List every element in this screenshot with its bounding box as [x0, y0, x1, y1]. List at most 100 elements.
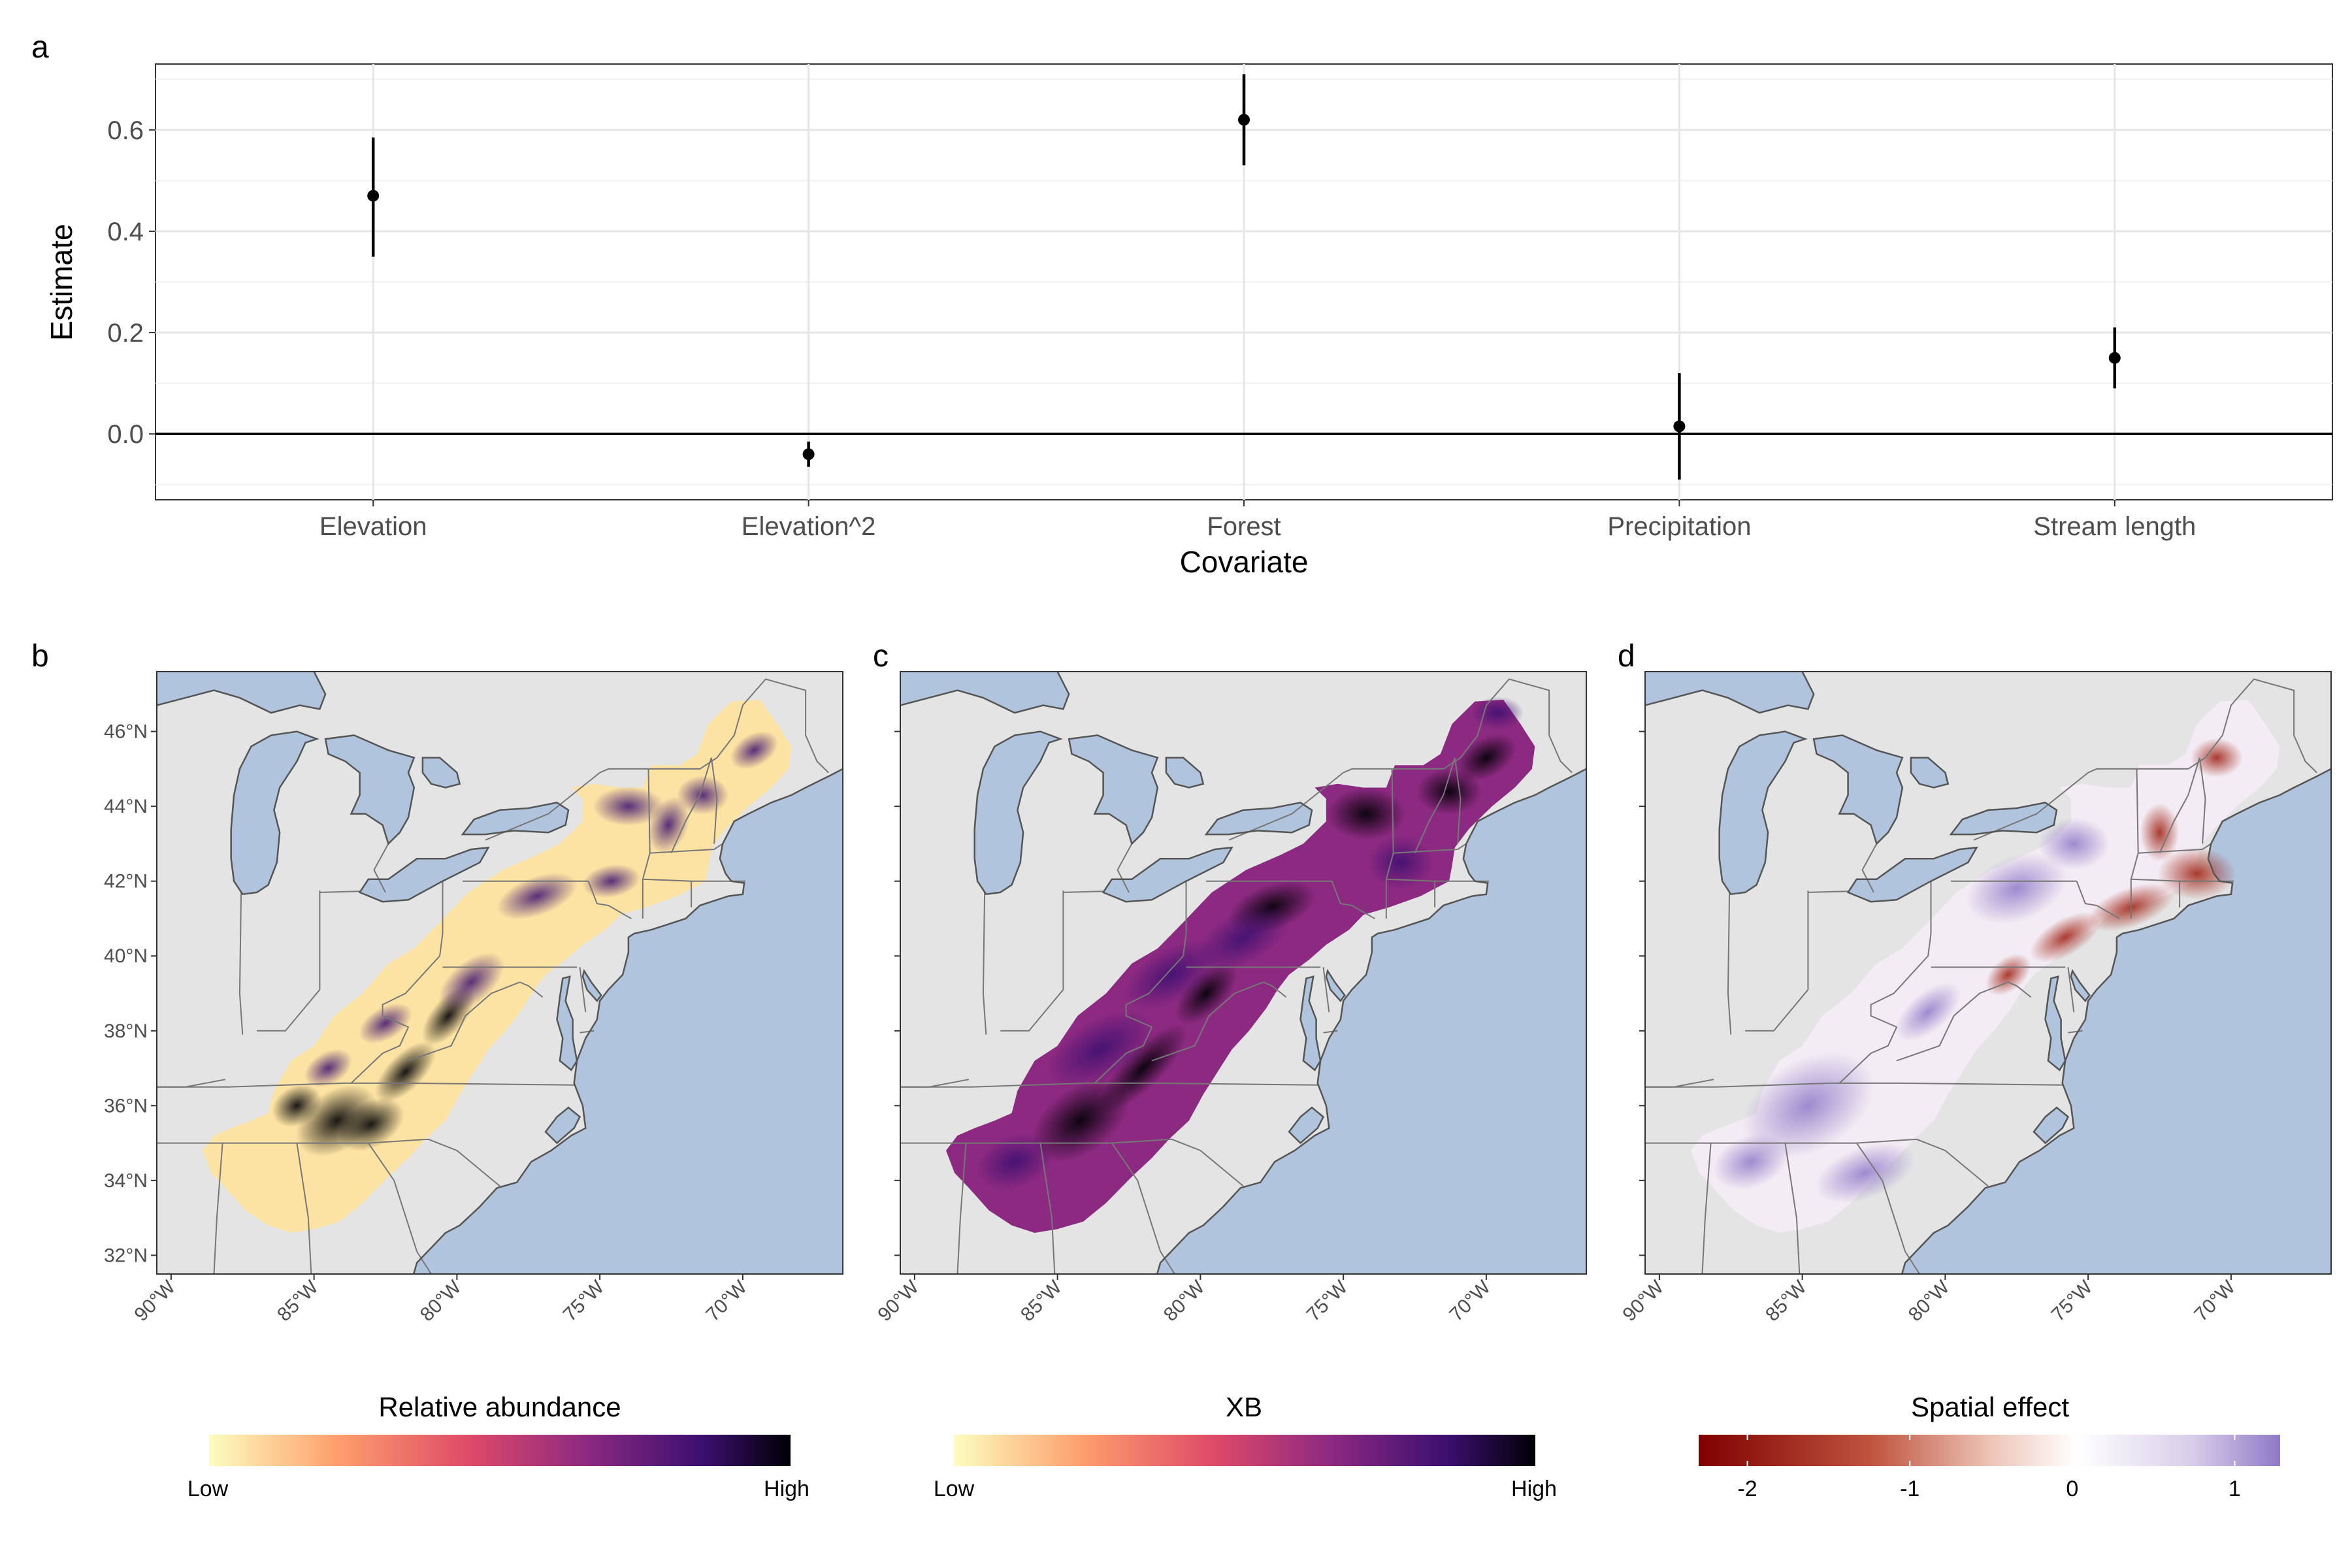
legend-tick-label: 1 [2229, 1477, 2241, 1501]
lake-shore [1812, 734, 1904, 845]
legend-title-d: Spatial effect [1911, 1392, 2069, 1422]
state-border [956, 1143, 967, 1274]
state-border [213, 1143, 223, 1274]
lon-tick-label: 80°W [1904, 1276, 1954, 1326]
state-border [1745, 989, 1809, 1032]
state-border [408, 981, 520, 1062]
lake-shore [544, 1106, 581, 1145]
lake-shore [1165, 757, 1205, 789]
x-tick-label: Forest [1207, 512, 1281, 541]
coastline [412, 768, 843, 1274]
state-border [1323, 1030, 1338, 1034]
state-border [1586, 765, 1601, 784]
state-border [1322, 967, 1330, 1013]
lat-tick-label: 34°N [104, 1170, 148, 1192]
state-border [1784, 1143, 1801, 1274]
lon-tick-label: 70°W [702, 1276, 751, 1326]
legend-low-c: Low [934, 1477, 975, 1501]
panel-label-d: d [1618, 639, 1635, 674]
state-border [373, 843, 389, 893]
lon-tick-label: 75°W [559, 1276, 609, 1326]
great-lake [1848, 847, 1977, 902]
lake-shore [900, 672, 1070, 714]
raster-hotspot [1895, 983, 1961, 1042]
raster-hotspot [1327, 787, 1406, 840]
state-border [1039, 1143, 1056, 1274]
panel-label-c: c [873, 639, 889, 674]
x-tick-label: Precipitation [1607, 512, 1751, 541]
lake-shore [1068, 734, 1159, 845]
great-lake [157, 672, 326, 713]
lake-shore [157, 672, 327, 714]
borders-d [1645, 672, 2331, 1274]
state-border [257, 989, 321, 1032]
state-border [1822, 1138, 1989, 1187]
lon-tick-label: 90°W [130, 1276, 180, 1326]
state-border [2187, 678, 2317, 774]
state-border [1117, 843, 1133, 893]
raster-hotspot [1099, 1024, 1187, 1113]
lake-shore [581, 968, 602, 1002]
lon-tick-label: 90°W [1618, 1276, 1668, 1326]
raster-hotspot [1985, 953, 2031, 996]
lon-tick-label: 85°W [273, 1276, 323, 1326]
y-tick-label: 0.6 [107, 116, 144, 145]
lake-shore [1102, 846, 1233, 903]
map-b-frame [156, 671, 843, 1275]
state-border [519, 981, 544, 998]
legend-ticks-d: -2 -1 0 1 [1737, 1435, 2241, 1501]
state-border [900, 1082, 1318, 1088]
y-axis-title: Estimate [44, 224, 78, 341]
x-axis-title: Covariate [1180, 545, 1309, 579]
state-border [579, 967, 587, 1013]
lat-tick-label: 42°N [104, 871, 148, 892]
state-border [1385, 768, 1394, 919]
raster-hotspot [1966, 853, 2067, 924]
great-lake [1103, 847, 1232, 902]
great-lake [1289, 1107, 1324, 1143]
lon-tick-label: 75°W [1303, 1276, 1352, 1326]
coastline [1156, 768, 1586, 1274]
lake-shore [1325, 968, 1346, 1002]
legend-relative-abundance: Relative abundance Low High [188, 1392, 809, 1501]
raster-hotspot [1815, 1142, 1916, 1203]
panel-c-xb-map: c 90°W 85°W 80°W 75°W 70°W [873, 639, 1601, 1326]
lake-shore [1949, 802, 2058, 836]
raster-hotspot [1196, 902, 1291, 972]
map-c-content [900, 672, 1601, 1274]
panel-b-relative-abundance-map: b 90°W 85°W 80°W 75°W 70°W 32°N 34°N 36°N 38°N 40… [31, 639, 843, 1326]
great-lake [1166, 757, 1203, 788]
state-border [1077, 1138, 1244, 1187]
y-tick-label: 0.2 [107, 319, 144, 348]
state-border [699, 678, 829, 774]
state-border [1111, 1143, 1175, 1274]
borders-c [900, 672, 1601, 1274]
legend-title-c: XB [1226, 1392, 1262, 1422]
panel-a-estimates [367, 74, 2121, 480]
great-lake [2070, 971, 2090, 1001]
lon-tick-label: 85°W [1761, 1276, 1811, 1326]
legend-tick-label: -2 [1737, 1477, 1757, 1501]
state-border [1331, 881, 1375, 919]
state-border [238, 892, 244, 1035]
state-border [1151, 981, 1264, 1062]
estimate-point [367, 189, 380, 202]
state-border [1701, 1143, 1712, 1274]
lake-shore [1299, 975, 1322, 1071]
great-lake [359, 847, 489, 902]
map-d-content [1645, 672, 2331, 1274]
state-border [1645, 1082, 2063, 1088]
state-border [1443, 678, 1573, 774]
lake-shore [1204, 802, 1313, 836]
state-border [1414, 757, 1456, 854]
lon-tick-label: 70°W [1445, 1276, 1495, 1326]
borders-b [157, 672, 843, 1274]
legend-xb: XB Low High [934, 1392, 1557, 1501]
lake-shore [556, 975, 578, 1071]
lake-shore [2033, 1106, 2070, 1145]
map-d-frame [1644, 671, 2332, 1275]
state-border [1228, 768, 1444, 841]
lake-shore [230, 730, 319, 896]
raster-hotspot [2157, 847, 2236, 900]
lat-tick-label: 32°N [104, 1245, 148, 1266]
